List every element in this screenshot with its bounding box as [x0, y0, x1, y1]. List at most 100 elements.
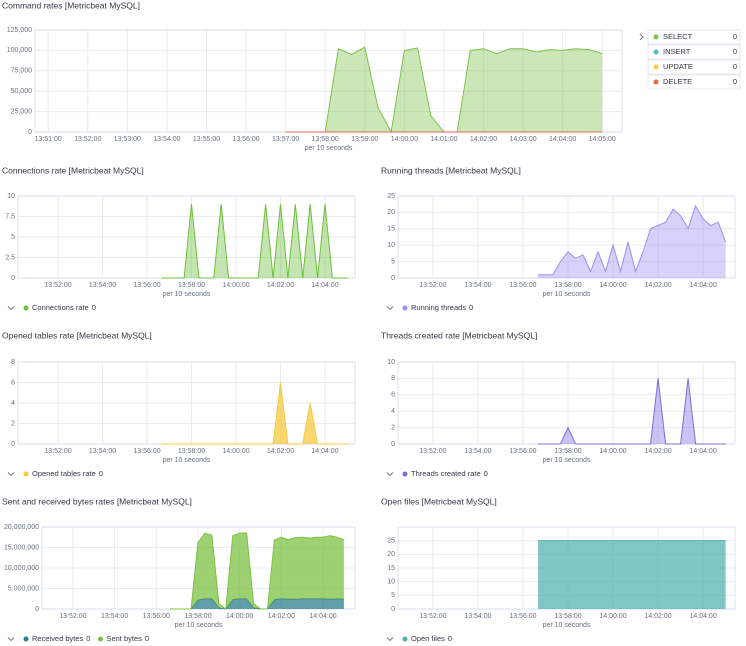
- legend-value: 0: [469, 303, 473, 312]
- x-tick-label: 13:52:00: [419, 613, 446, 620]
- x-tick-label: 13:52:00: [419, 282, 446, 289]
- legend-dot: [653, 34, 659, 40]
- legend-toggle[interactable]: [7, 306, 15, 311]
- legend-dot: [402, 471, 408, 477]
- legend-row[interactable]: [647, 74, 741, 90]
- x-tick-label: 13:56:00: [509, 282, 536, 289]
- x-tick-label: 13:52:00: [74, 136, 101, 143]
- x-tick-label: 13:56:00: [133, 282, 160, 289]
- x-tick-label: 14:02:00: [644, 448, 671, 455]
- legend-name[interactable]: Open files: [411, 634, 445, 643]
- x-axis-label: per 10 seconds: [543, 291, 591, 298]
- x-axis-label: per 10 seconds: [543, 622, 591, 629]
- legend-name[interactable]: SELECT: [663, 32, 693, 41]
- legend-toggle[interactable]: [639, 33, 644, 41]
- x-tick-label: 13:52:00: [44, 282, 71, 289]
- y-tick-label: 15: [387, 226, 395, 233]
- y-tick-label: 8: [11, 359, 15, 366]
- legend-dot: [23, 636, 29, 642]
- panel-title: Connections rate [Metricbeat MySQL]: [2, 165, 144, 175]
- y-tick-label: 15,000,000: [4, 544, 39, 551]
- legend-name[interactable]: Received bytes: [32, 634, 84, 643]
- y-tick-label: 0: [391, 275, 395, 282]
- area: [537, 205, 726, 278]
- x-tick-label: 14:02:00: [268, 613, 295, 620]
- legend-dot: [653, 64, 659, 70]
- x-tick-label: 14:02:00: [267, 282, 294, 289]
- legend-row[interactable]: [647, 29, 741, 45]
- x-tick-label: 14:00:00: [226, 613, 253, 620]
- y-tick-label: 10,000,000: [4, 565, 39, 572]
- x-tick-label: 13:56:00: [509, 613, 536, 620]
- x-axis-label: per 10 seconds: [163, 291, 211, 298]
- legend-dot: [402, 636, 408, 642]
- x-tick-label: 14:02:00: [644, 282, 671, 289]
- legend-dot: [23, 471, 29, 477]
- legend-dot: [653, 49, 659, 55]
- plot-frame: [17, 195, 356, 279]
- legend-toggle[interactable]: [386, 306, 394, 311]
- x-tick-label: 13:55:00: [193, 136, 220, 143]
- legend-name[interactable]: Opened tables rate: [32, 469, 96, 478]
- legend-value: 0: [733, 62, 737, 71]
- y-tick-label: 10: [387, 579, 395, 586]
- legend-dot: [402, 305, 408, 311]
- y-tick-label: 0: [391, 441, 395, 448]
- x-tick-label: 13:54:00: [464, 282, 491, 289]
- x-tick-label: 14:00:00: [391, 136, 418, 143]
- x-tick-label: 13:58:00: [184, 613, 211, 620]
- x-tick-label: 14:00:00: [222, 282, 249, 289]
- line: [537, 378, 726, 445]
- x-tick-label: 14:00:00: [599, 448, 626, 455]
- legend-value: 0: [484, 469, 488, 478]
- legend-name[interactable]: DELETE: [663, 77, 692, 86]
- x-tick-label: 13:54:00: [89, 448, 116, 455]
- x-tick-label: 13:54:00: [101, 613, 128, 620]
- legend-name[interactable]: Threads created rate: [411, 469, 481, 478]
- x-tick-label: 13:59:00: [351, 136, 378, 143]
- legend-value: 0: [448, 634, 452, 643]
- legend-name[interactable]: Running threads: [411, 303, 466, 312]
- y-tick-label: 4: [391, 408, 395, 415]
- y-tick-label: 0: [391, 606, 395, 613]
- x-tick-label: 13:58:00: [554, 613, 581, 620]
- legend-name[interactable]: Connections rate: [32, 303, 89, 312]
- plot-frame: [397, 195, 736, 279]
- x-tick-label: 14:04:00: [689, 613, 716, 620]
- legend-toggle[interactable]: [7, 637, 15, 642]
- panel-title: Command rates [Metricbeat MySQL]: [2, 0, 140, 10]
- legend-dot: [97, 636, 103, 642]
- x-tick-label: 14:00:00: [599, 282, 626, 289]
- legend-name[interactable]: Sent bytes: [106, 634, 142, 643]
- x-tick-label: 13:58:00: [178, 282, 205, 289]
- y-tick-label: 25,000: [11, 108, 33, 115]
- legend-dot: [23, 305, 29, 311]
- line: [161, 204, 348, 279]
- y-tick-label: 5: [11, 234, 15, 241]
- legend-name[interactable]: INSERT: [663, 47, 691, 56]
- y-tick-label: 125,000: [7, 27, 32, 34]
- area: [161, 382, 348, 444]
- plot-frame: [397, 361, 736, 445]
- y-tick-label: 25: [387, 538, 395, 545]
- y-tick-label: 10: [387, 359, 395, 366]
- y-tick-label: 50,000: [11, 88, 33, 95]
- legend-value: 0: [99, 469, 103, 478]
- legend-row[interactable]: [647, 44, 741, 60]
- y-tick-label: 10: [7, 193, 15, 200]
- x-tick-label: 13:52:00: [59, 613, 86, 620]
- x-tick-label: 14:04:00: [309, 613, 336, 620]
- y-tick-label: 20,000,000: [4, 524, 39, 531]
- x-tick-label: 13:56:00: [133, 448, 160, 455]
- y-tick-label: 4: [11, 400, 15, 407]
- legend-value: 0: [92, 303, 96, 312]
- legend-toggle[interactable]: [386, 472, 394, 477]
- legend-row[interactable]: [647, 59, 741, 75]
- x-tick-label: 14:00:00: [222, 448, 249, 455]
- legend-toggle[interactable]: [386, 637, 394, 642]
- legend-toggle[interactable]: [7, 472, 15, 477]
- x-tick-label: 14:01:00: [430, 136, 457, 143]
- legend-name[interactable]: UPDATE: [663, 62, 693, 71]
- y-tick-label: 6: [391, 392, 395, 399]
